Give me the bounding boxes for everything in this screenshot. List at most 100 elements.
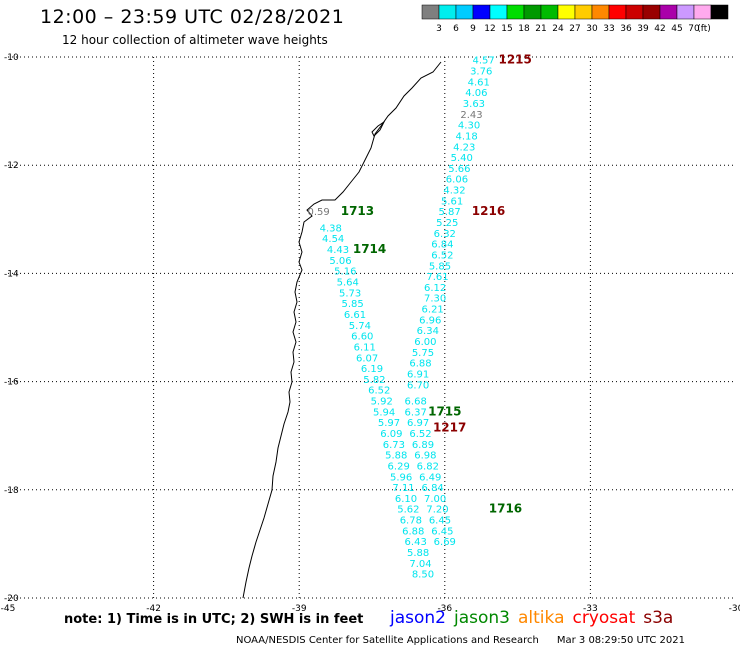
wave-height-value: 6.91 [407, 369, 429, 380]
wave-height-value: 6.12 [424, 283, 446, 294]
wave-height-value: 6.32 [434, 229, 456, 240]
units-note: note: 1) Time is in UTC; 2) SWH is in fe… [64, 612, 364, 627]
wave-height-value: 8.50 [412, 570, 434, 581]
wave-height-value: 6.96 [419, 315, 441, 326]
wave-height-value: 5.25 [436, 218, 458, 229]
wave-height-value: 5.82 [363, 375, 385, 386]
altimeter-map: -45 -42 -39 -36 -33 -30 -10 -12 -14 -16 -18 -20 4.5… [1, 53, 740, 614]
colorbar-tick-label: 36 [620, 24, 632, 34]
wave-height-value: 2.43 [460, 110, 482, 121]
wave-height-value: 5.16 [334, 267, 356, 278]
wave-height-value: 3.63 [463, 99, 485, 110]
legend-altika: altika [518, 608, 565, 628]
wave-height-value: 6.73 [383, 440, 405, 451]
wave-height-value: 6.68 [405, 397, 427, 408]
wave-height-value: 6.97 [407, 418, 429, 429]
wave-height-value: 7.00 [424, 494, 446, 505]
lat-tick-label: -10 [4, 53, 19, 63]
lat-tick-label: -16 [4, 378, 19, 388]
wave-height-value: 6.37 [405, 407, 427, 418]
lat-tick-label: -18 [4, 486, 19, 496]
wave-height-value: 5.64 [337, 278, 359, 289]
lon-tick-label: -45 [1, 604, 16, 614]
wave-height-value: 6.07 [356, 353, 378, 364]
footer-timestamp: Mar 3 08:29:50 UTC 2021 [556, 635, 685, 646]
wave-height-value: 6.21 [422, 305, 444, 316]
wave-height-value: 5.94 [373, 407, 395, 418]
wave-height-value: 5.62 [397, 505, 419, 516]
colorbar-tick-label: 39 [637, 24, 649, 34]
wave-height-value: 6.84 [422, 483, 444, 494]
wave-height-value: 5.88 [407, 548, 429, 559]
wave-height-value: 6.29 [388, 461, 410, 472]
satellite-legend: jason2 jason3 altika cryosat s3a [390, 608, 681, 628]
wave-height-value: 5.40 [451, 153, 473, 164]
wave-height-value: 7.11 [392, 483, 414, 494]
legend-jason2: jason2 [390, 608, 446, 628]
wave-height-value: 5.85 [429, 261, 451, 272]
pass-time-label: 1716 [489, 502, 522, 516]
colorbar-tick-label: 3 [436, 24, 442, 34]
wave-height-value: 6.70 [407, 380, 429, 391]
map-title: 12:00 – 23:59 UTC 02/28/2021 [40, 6, 345, 28]
wave-height-value: 5.73 [339, 288, 361, 299]
wave-height-value: 7.30 [424, 294, 446, 305]
wave-height-value: 6.11 [354, 342, 376, 353]
lat-tick-label: -20 [4, 594, 19, 604]
lon-tick-label: -36 [437, 604, 452, 614]
wave-height-value: 4.23 [453, 142, 475, 153]
wave-height-value: 6.10 [395, 494, 417, 505]
colorbar-tick-label: 30 [586, 24, 598, 34]
wave-height-value: 5.88 [385, 451, 407, 462]
wave-height-value: 6.89 [412, 440, 434, 451]
coastline-island [371, 120, 386, 137]
wave-height-value: 0.59 [307, 207, 329, 218]
footer-credit: NOAA/NESDIS Center for Satellite Applica… [236, 635, 685, 646]
colorbar-tick-label: 6 [453, 24, 459, 34]
credit-text: NOAA/NESDIS Center for Satellite Applica… [236, 635, 539, 646]
wave-height-value: 6.19 [361, 364, 383, 375]
lon-tick-label: -30 [729, 604, 740, 614]
wave-height-value: 6.84 [431, 240, 453, 251]
wave-height-value: 7.61 [426, 272, 448, 283]
wave-height-value: 4.57 [472, 56, 494, 67]
wave-height-value: 5.87 [439, 207, 461, 218]
legend-jason3: jason3 [454, 608, 510, 628]
colorbar-tick-label: 9 [470, 24, 476, 34]
wave-height-value: 6.34 [417, 326, 439, 337]
lat-tick-label: -12 [4, 161, 19, 171]
legend-cryosat: cryosat [572, 608, 636, 628]
wave-height-value: 6.49 [419, 472, 441, 483]
wave-height-value: 7.20 [426, 505, 448, 516]
wave-height-value: 6.45 [431, 526, 453, 537]
wave-height-value: 5.66 [448, 164, 470, 175]
colorbar-tick-label: 45 [671, 24, 682, 34]
wave-height-value: 5.61 [441, 196, 463, 207]
wave-height-value: 5.74 [349, 321, 371, 332]
colorbar-tick-label: 27 [569, 24, 580, 34]
wave-height-value: 6.61 [344, 310, 366, 321]
wave-height-value: 5.97 [378, 418, 400, 429]
colorbar-tick-label: 18 [518, 24, 530, 34]
wave-height-value: 4.54 [322, 234, 344, 245]
pass-time-label: 1215 [498, 53, 531, 67]
colorbar-tick-label: 12 [484, 24, 495, 34]
pass-time-label: 1217 [433, 421, 466, 435]
coastline [242, 61, 442, 599]
wave-height-value: 5.85 [341, 299, 363, 310]
wave-height-value: 6.43 [405, 537, 427, 548]
wave-height-value: 4.61 [468, 77, 490, 88]
pass-time-label: 1715 [428, 404, 461, 418]
colorbar-tick-label: 42 [654, 24, 665, 34]
colorbar-tick-label: 21 [535, 24, 546, 34]
colorbar-swatch [710, 4, 729, 20]
wave-height-value: 6.78 [400, 516, 422, 527]
lat-tick-label: -14 [4, 269, 19, 279]
wave-height-value: 6.52 [409, 429, 431, 440]
wave-height-value: 5.92 [371, 397, 393, 408]
lon-tick-label: -42 [146, 604, 161, 614]
wave-height-value: 4.30 [458, 121, 480, 132]
wave-height-value: 4.38 [320, 223, 342, 234]
wave-height-value: 6.09 [380, 429, 402, 440]
